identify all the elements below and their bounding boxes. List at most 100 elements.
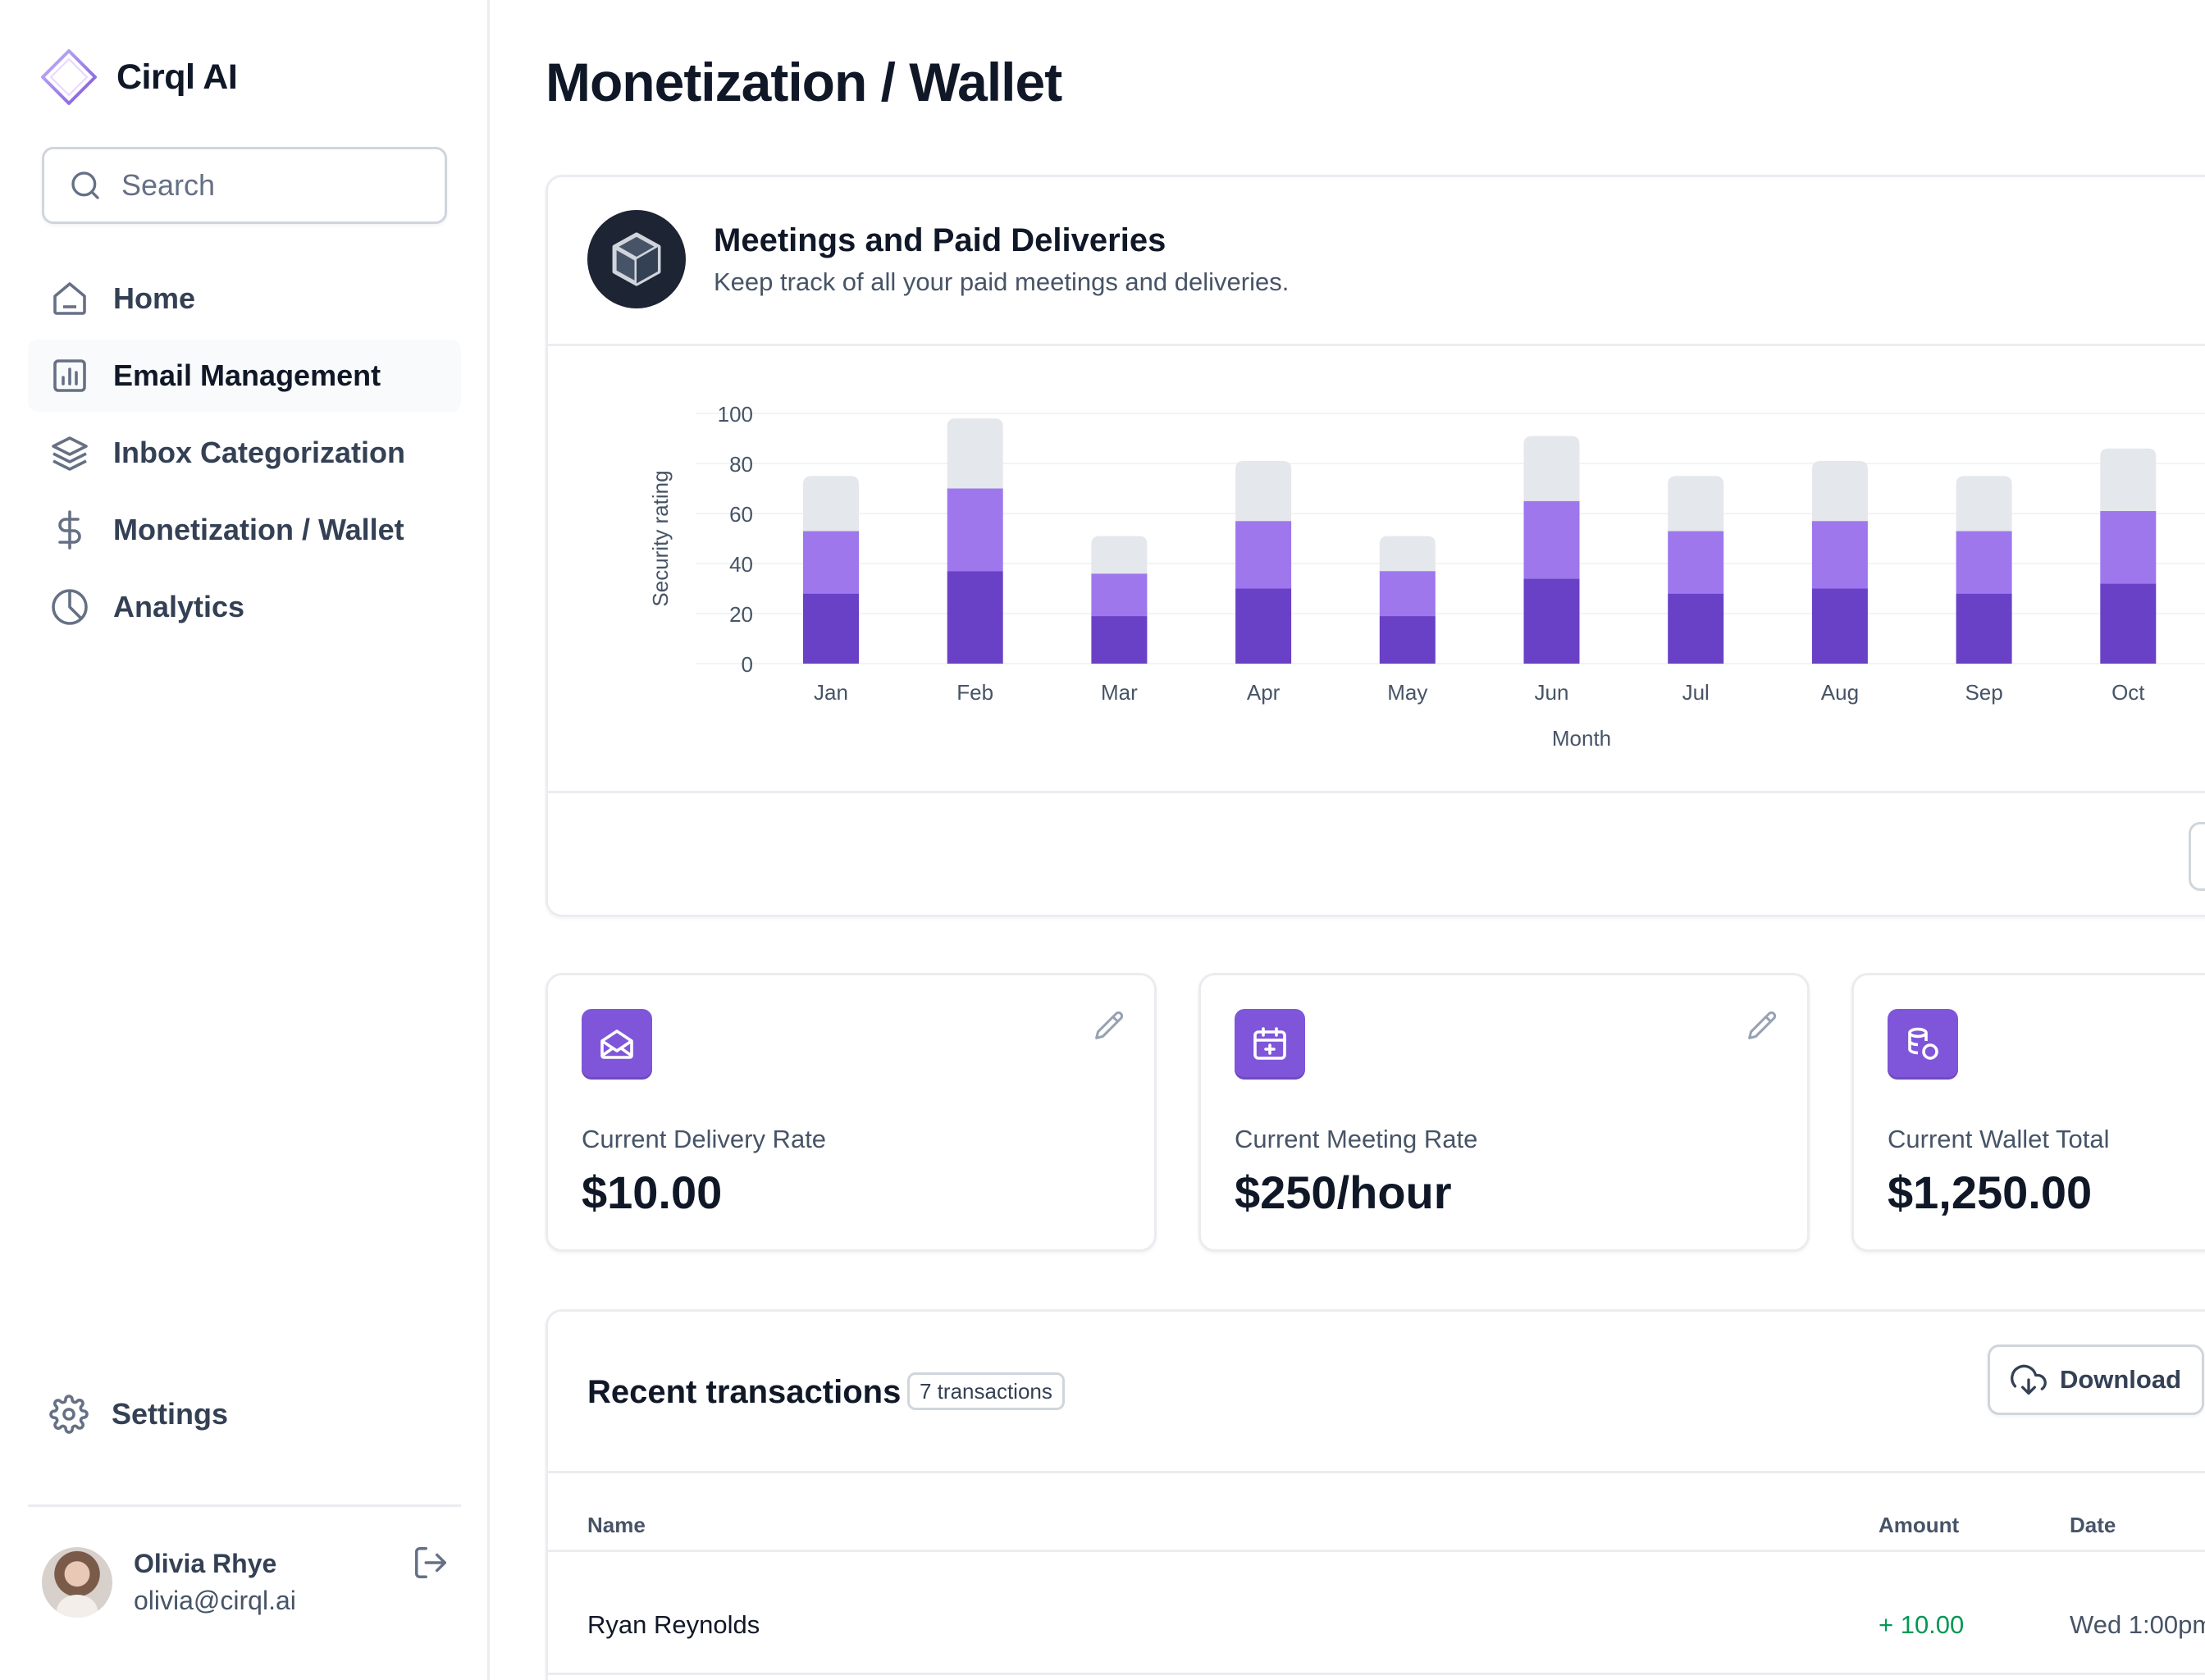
- user-name: Olivia Rhye: [134, 1549, 277, 1578]
- gear-icon: [49, 1395, 89, 1434]
- bar-chart-icon: [49, 355, 90, 396]
- table-header-divider: [548, 1550, 2205, 1552]
- x-tick-label: Sep: [1965, 680, 2002, 705]
- page-title: Monetization / Wallet: [546, 52, 1062, 112]
- sidebar-item-label: Analytics: [113, 590, 245, 623]
- cloud-download-icon: [2011, 1364, 2047, 1395]
- layers-icon: [49, 432, 90, 473]
- download-button[interactable]: Download: [1988, 1344, 2204, 1415]
- x-tick-label: Apr: [1247, 680, 1281, 705]
- stat-card-meeting-rate: Current Meeting Rate $250/hour: [1198, 973, 1810, 1252]
- transactions-title: Recent transactions: [587, 1374, 902, 1410]
- column-header-amount[interactable]: Amount: [1879, 1513, 1960, 1537]
- cube-icon: [587, 210, 686, 308]
- logo[interactable]: Cirql AI: [39, 48, 238, 107]
- sidebar-item-label: Email Management: [113, 358, 381, 392]
- chart-card-header: Meetings and Paid Deliveries Keep track …: [587, 210, 1289, 308]
- bar-segment: [947, 571, 1003, 664]
- pie-chart-icon: [49, 587, 90, 628]
- logo-icon: [41, 49, 97, 105]
- bar-segment: [2100, 448, 2157, 511]
- sidebar-item-email-management[interactable]: Email Management: [28, 340, 461, 412]
- pencil-icon[interactable]: [1090, 1008, 1128, 1046]
- bar-segment: [2100, 583, 2157, 664]
- chart-card: Meetings and Paid Deliveries Keep track …: [546, 175, 2205, 917]
- y-tick-label: 80: [729, 452, 753, 477]
- chart-footer-divider: [548, 791, 2205, 793]
- stat-card-wallet-total: Current Wallet Total $1,250.00: [1851, 973, 2205, 1252]
- search-box[interactable]: [42, 147, 447, 224]
- bar-segment: [1811, 588, 1868, 664]
- sidebar-item-label: Home: [113, 281, 196, 315]
- transaction-name: Ryan Reynolds: [587, 1610, 760, 1639]
- transactions-count-badge: 7 transactions: [907, 1372, 1065, 1410]
- avatar[interactable]: [42, 1547, 112, 1618]
- stat-label: Current Meeting Rate: [1235, 1125, 1478, 1153]
- table-divider: [548, 1471, 2205, 1473]
- sidebar-item-home[interactable]: Home: [28, 262, 461, 335]
- search-input[interactable]: [120, 167, 431, 203]
- bar-segment: [947, 488, 1003, 572]
- coins-icon: [1888, 1009, 1958, 1080]
- stat-label: Current Delivery Rate: [582, 1125, 827, 1153]
- column-header-date[interactable]: Date: [2070, 1513, 2116, 1537]
- bar-segment: [803, 476, 859, 532]
- x-tick-label: Jun: [1535, 680, 1569, 705]
- y-axis-label: Security rating: [648, 470, 673, 606]
- bar-chart: 0 20 40 60 80 100 Security rating Jan Feb Mar Apr M…: [648, 402, 2205, 751]
- bar-segment: [1668, 593, 1724, 664]
- dollar-icon: [49, 509, 90, 550]
- bar-segment: [803, 593, 859, 664]
- y-tick-label: 60: [729, 502, 753, 527]
- sidebar-item-monetization-wallet[interactable]: Monetization / Wallet: [28, 494, 461, 566]
- bar-segment: [1956, 531, 2012, 594]
- bar-segment: [2100, 510, 2157, 584]
- x-tick-label: Feb: [956, 680, 993, 705]
- bar-segment: [1811, 460, 1868, 522]
- bar-segment: [1091, 573, 1148, 617]
- app-name: Cirql AI: [116, 57, 238, 97]
- stat-value: $250/hour: [1235, 1166, 1452, 1218]
- sidebar-item-label: Monetization / Wallet: [113, 513, 404, 546]
- bar-segment: [1379, 536, 1436, 572]
- transactions-card: Recent transactions 7 transactions Downl…: [546, 1309, 2205, 1680]
- bar-segment: [1235, 460, 1292, 522]
- x-tick-label: Mar: [1101, 680, 1138, 705]
- sidebar-nav: Home Email Management Inbox Categorizati…: [28, 262, 461, 648]
- sidebar-item-inbox-categorization[interactable]: Inbox Categorization: [28, 417, 461, 489]
- user-email: olivia@cirql.ai: [134, 1586, 296, 1615]
- home-icon: [49, 278, 90, 319]
- chart-footer-button[interactable]: [2189, 822, 2205, 891]
- x-tick-label: Aug: [1821, 680, 1859, 705]
- sidebar-item-settings[interactable]: Settings: [49, 1395, 228, 1434]
- bar-segment: [1668, 531, 1724, 594]
- pencil-icon[interactable]: [1743, 1008, 1781, 1046]
- main-content: Monetization / Wallet Meetings and Paid …: [490, 0, 2205, 1680]
- x-tick-label: May: [1387, 680, 1427, 705]
- calendar-plus-icon: [1235, 1009, 1305, 1080]
- sidebar-item-label: Inbox Categorization: [113, 436, 406, 469]
- bar-segment: [1956, 593, 2012, 664]
- stat-value: $10.00: [582, 1166, 723, 1218]
- bar-segment: [1523, 578, 1580, 664]
- download-label: Download: [2059, 1365, 2182, 1394]
- bar-segment: [1379, 616, 1436, 664]
- y-tick-label: 20: [729, 602, 753, 627]
- bar-segment: [947, 418, 1003, 489]
- x-tick-label: Jan: [814, 680, 848, 705]
- column-header-name[interactable]: Name: [587, 1513, 646, 1537]
- user-profile[interactable]: Olivia Rhye olivia@cirql.ai: [42, 1547, 296, 1618]
- user-info: Olivia Rhye olivia@cirql.ai: [134, 1549, 296, 1616]
- bar-segment: [1811, 521, 1868, 589]
- bar-segment: [1235, 588, 1292, 664]
- sidebar-divider: [28, 1504, 461, 1507]
- search-icon: [71, 171, 99, 199]
- sidebar-item-analytics[interactable]: Analytics: [28, 571, 461, 643]
- logout-icon[interactable]: [412, 1544, 450, 1582]
- stat-card-delivery-rate: Current Delivery Rate $10.00: [546, 973, 1157, 1252]
- y-tick-label: 40: [729, 552, 753, 577]
- stat-label: Current Wallet Total: [1888, 1125, 2110, 1153]
- x-tick-label: Jul: [1682, 680, 1710, 705]
- bar-segment: [1523, 500, 1580, 579]
- sidebar: Cirql AI Home Email Management: [0, 0, 490, 1680]
